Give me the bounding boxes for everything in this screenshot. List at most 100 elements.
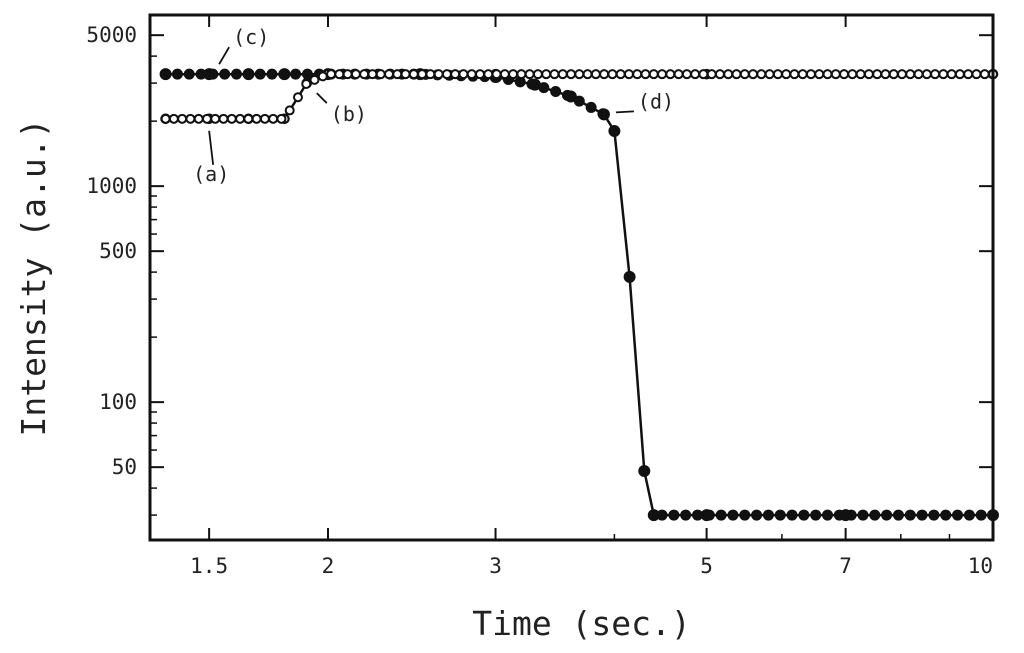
sample-marker [254,68,266,80]
sample-marker [317,71,328,82]
annotation-layer: (a) (b) (c) (d) [193,25,674,186]
sample-marker [847,69,858,80]
tick-layer: 1.5 2 3 5 7 10 50 100 500 1000 5000 [86,15,994,578]
y-axis-title: Intensity (a.u.) [14,119,53,437]
sample-marker [681,69,692,80]
sample-marker [690,69,701,80]
sample-marker [857,509,869,521]
sample-marker [195,68,207,80]
sample-marker [433,69,444,80]
sample-marker [359,69,370,80]
sample-marker [185,113,196,124]
sample-marker [673,69,684,80]
sample-marker [417,69,428,80]
sample-marker [367,69,378,80]
sample-marker [177,113,188,124]
sample-marker [896,69,907,80]
sample-marker [786,509,798,521]
sample-marker [326,69,337,80]
sample-marker [475,69,486,80]
sample-marker [640,69,651,80]
sample-marker [218,113,229,124]
sample-marker [350,69,361,80]
sample-marker [284,105,295,116]
sample-marker [160,68,172,80]
sample-marker [855,69,866,80]
sample-marker [266,68,278,80]
y-tick-label: 5000 [86,23,137,47]
x-axis-title: Time (sec.) [472,604,691,643]
annotation-leader [316,92,328,104]
sample-marker [231,68,243,80]
series-layer [159,68,999,522]
sample-marker [573,95,585,107]
sample-marker [668,509,680,521]
sample-marker [226,113,237,124]
annotation-leader [218,46,230,65]
series-line [165,72,993,517]
sample-marker [839,69,850,80]
y-tick-label: 100 [99,390,137,414]
sample-marker [168,113,179,124]
sample-marker [979,69,990,80]
sample-marker [830,69,841,80]
y-tick-label: 500 [99,239,137,263]
annotation-label: (a) [193,162,229,186]
annotation-label: (d) [638,89,674,113]
sample-marker [607,69,618,80]
sample-marker [549,69,560,80]
sample-marker [425,69,436,80]
sample-marker [805,69,816,80]
sample-marker [930,69,941,80]
series-1 [159,68,999,522]
annotation-leader [615,110,634,114]
sample-marker [706,69,717,80]
annotation-label: (c) [233,25,269,49]
sample-marker [201,113,212,124]
sample-marker [946,69,957,80]
sample-marker [648,69,659,80]
sample-marker [334,69,345,80]
sample-marker [691,509,703,521]
sample-marker [276,113,287,124]
sample-marker [975,509,987,521]
sample-marker [731,69,742,80]
x-tick-label: 3 [489,554,502,578]
sample-marker [160,113,171,124]
sample-marker [822,509,834,521]
sample-marker [171,68,183,80]
sample-marker [615,69,626,80]
sample-marker [762,509,774,521]
sample-marker [499,69,510,80]
sample-marker [538,82,550,94]
sample-marker [400,69,411,80]
sample-marker [450,69,461,80]
x-tick-label: 1.5 [190,554,228,578]
sample-marker [219,68,231,80]
sample-marker [680,509,692,521]
sample-marker [541,69,552,80]
sample-marker [751,509,763,521]
sample-marker [582,69,593,80]
series-0 [160,68,999,125]
sample-marker [183,68,195,80]
sample-marker [921,69,932,80]
plot-area: (a) (b) (c) (d) 1.5 2 3 5 7 10 50 100 500 1000 5000 [86,13,999,578]
sample-marker [703,509,715,521]
sample-marker [665,69,676,80]
sample-marker [623,69,634,80]
sample-marker [550,86,562,98]
x-tick-label: 7 [839,554,852,578]
sample-marker [905,69,916,80]
sample-marker [963,509,975,521]
sample-marker [789,69,800,80]
sample-marker [892,509,904,521]
x-tick-label: 5 [700,554,713,578]
sample-marker [458,69,469,80]
data-point [623,270,636,283]
sample-marker [714,69,725,80]
sample-marker [928,509,940,521]
x-tick-label: 2 [322,554,335,578]
sample-marker [408,69,419,80]
sample-marker [207,68,219,80]
